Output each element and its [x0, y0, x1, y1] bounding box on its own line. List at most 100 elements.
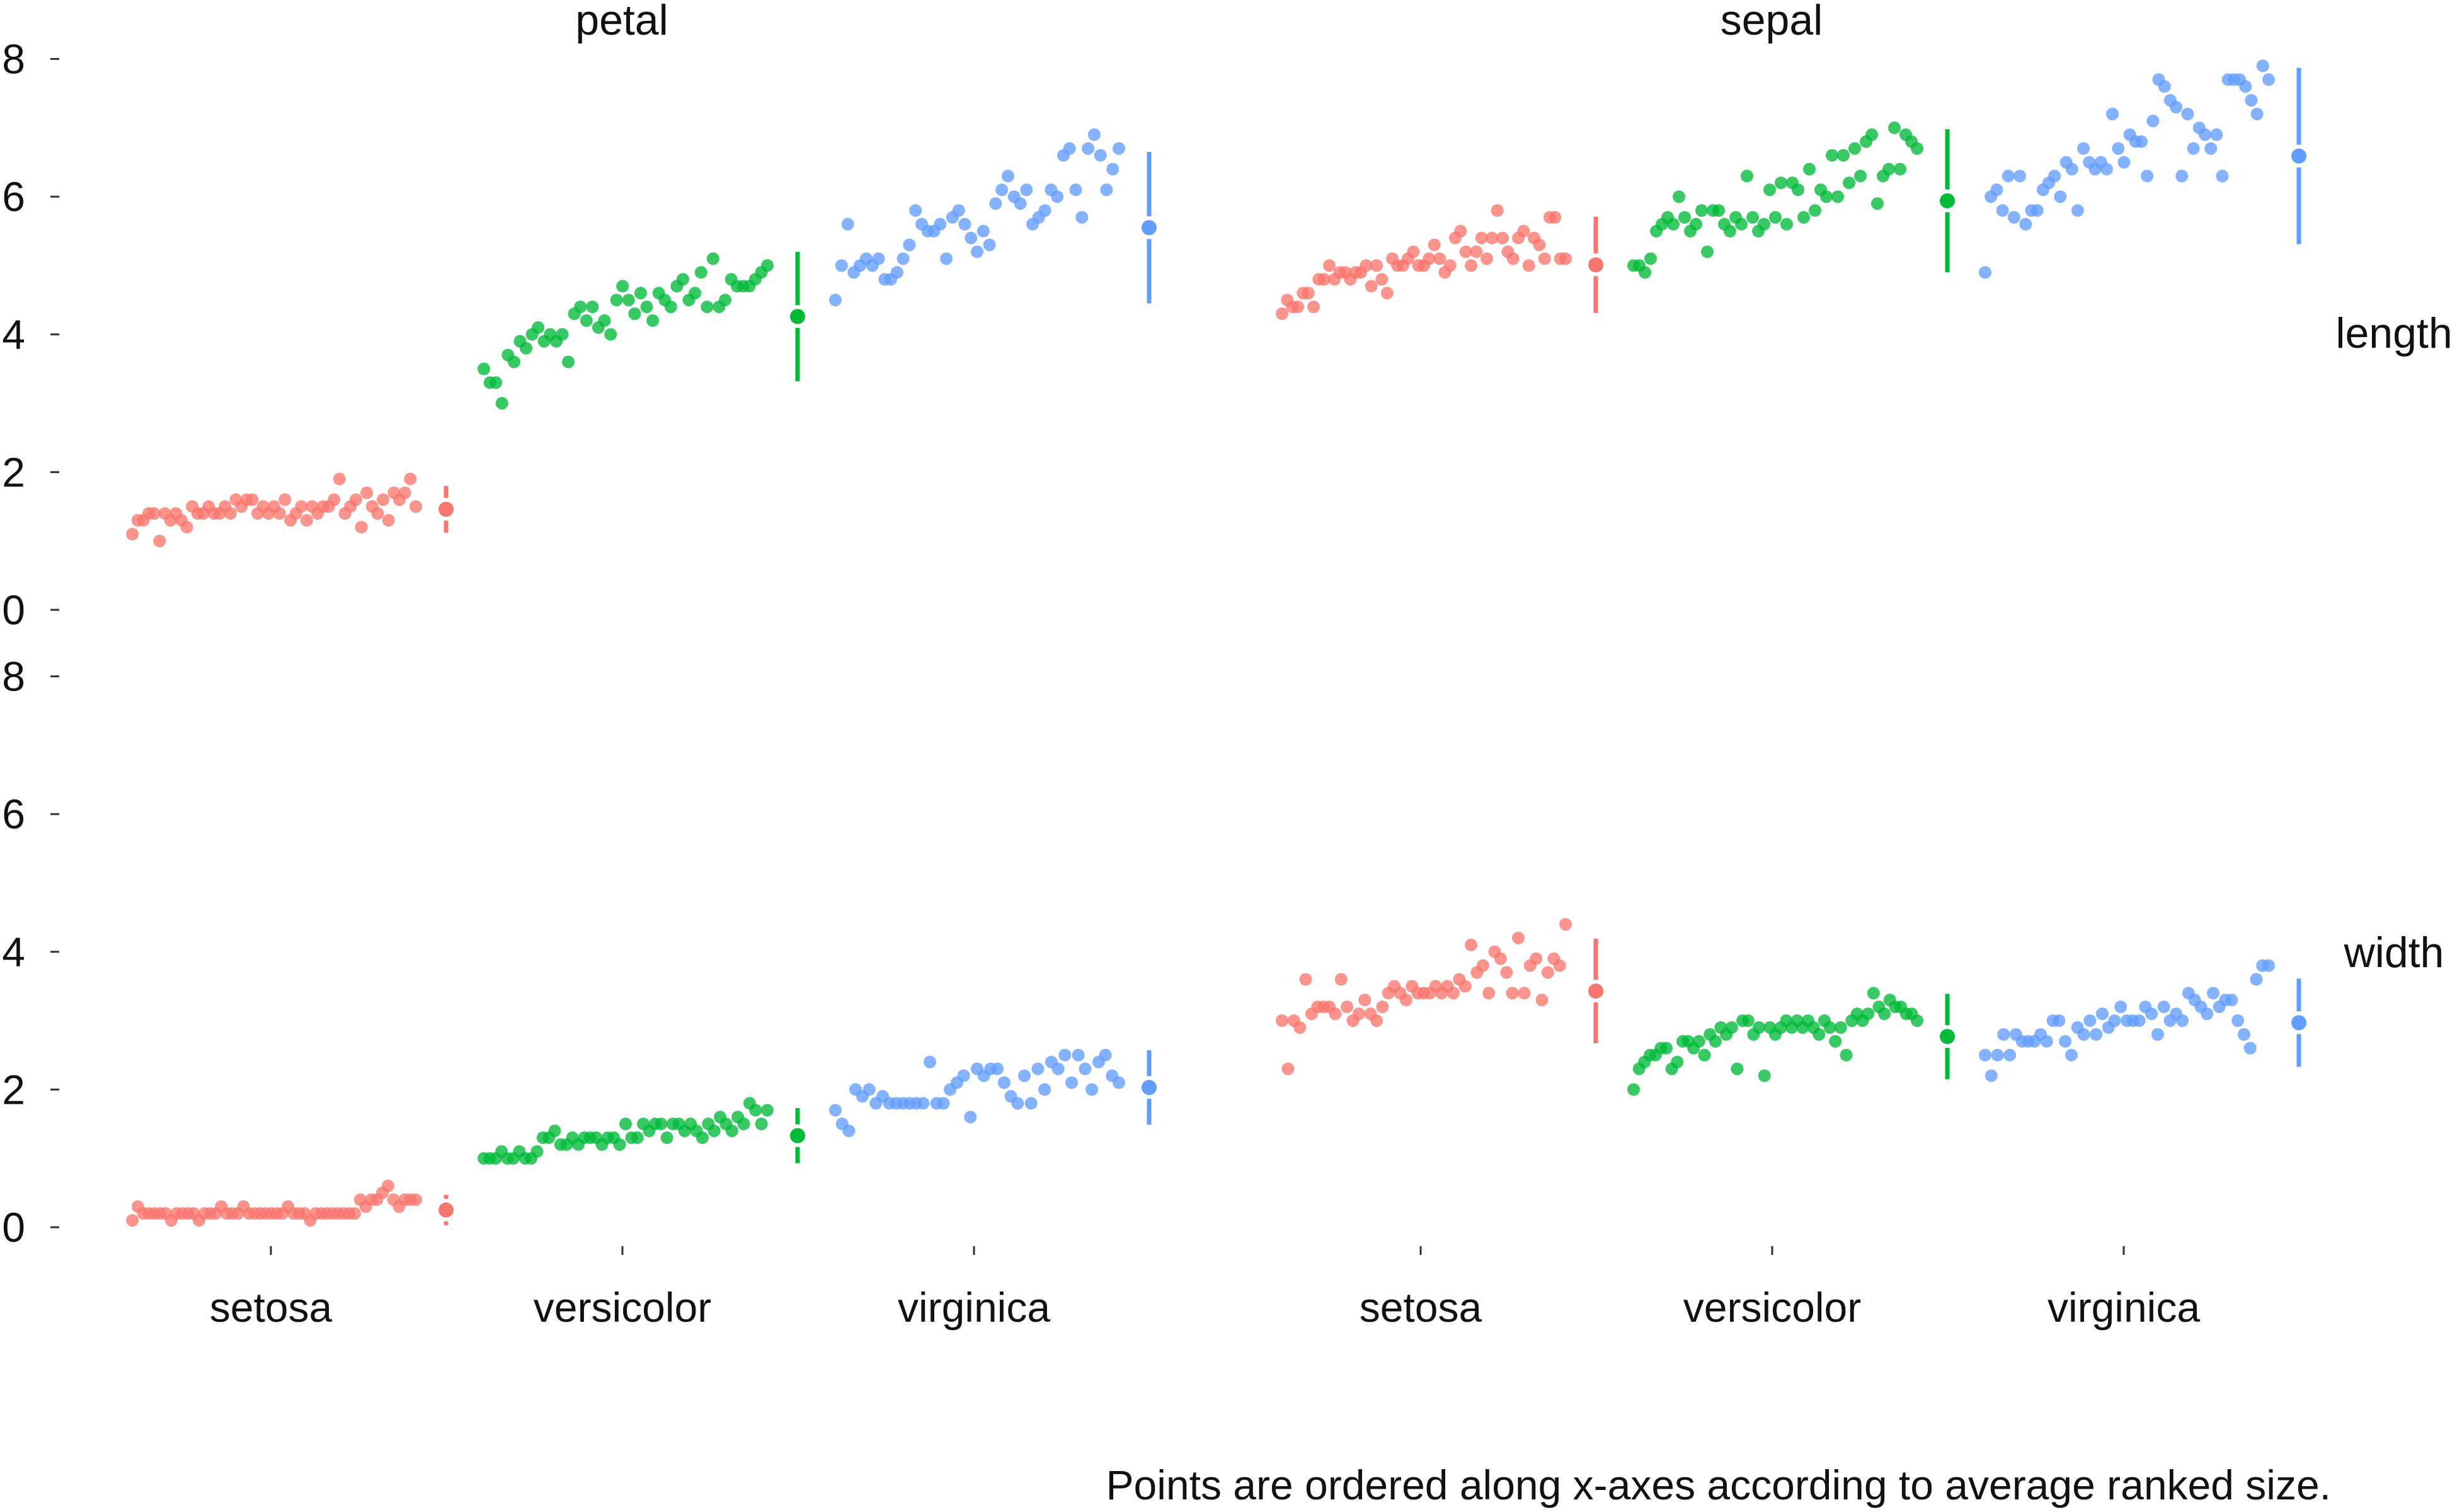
data-point [2002, 169, 2015, 183]
data-point [1991, 1048, 2004, 1062]
facet-row-label: width [2344, 929, 2444, 976]
data-point [842, 1125, 856, 1137]
data-point [2106, 108, 2119, 120]
data-point [1871, 197, 1884, 210]
y-tick-label: 8 [2, 653, 25, 700]
data-point [1813, 1028, 1826, 1041]
data-point [1281, 1062, 1295, 1075]
data-point [610, 294, 623, 307]
data-point [2210, 128, 2223, 141]
data-point [2145, 1007, 2158, 1021]
data-point [1888, 121, 1901, 134]
data-point [1496, 231, 1509, 244]
data-point [2019, 217, 2032, 231]
mean-point [2291, 148, 2306, 164]
data-point [1984, 1069, 1998, 1082]
data-point [1541, 966, 1554, 979]
data-point [2135, 135, 2148, 148]
data-point [2054, 190, 2067, 203]
data-point [1517, 224, 1530, 238]
data-point [333, 472, 346, 486]
data-point [520, 341, 532, 355]
data-point [1100, 183, 1113, 197]
series-setosa [1276, 204, 1603, 320]
data-point [622, 294, 635, 307]
data-point [862, 1083, 876, 1096]
data-point [1709, 1034, 1722, 1048]
data-point [965, 231, 978, 244]
data-point [1276, 1014, 1288, 1028]
data-point [1803, 163, 1816, 176]
y-tick-label: 0 [2, 587, 25, 633]
data-point [507, 355, 520, 369]
data-point [2239, 80, 2252, 93]
data-point [1843, 176, 1855, 190]
x-axes: setosa versicolor virginica setosa versicolo… [210, 1246, 2200, 1331]
data-point [1465, 259, 1477, 272]
data-point [2083, 1014, 2097, 1028]
facet-column-label: sepal [1721, 0, 1823, 44]
data-point [2204, 142, 2218, 155]
data-point [295, 500, 308, 513]
mean-point [438, 1202, 454, 1218]
data-point [1087, 128, 1101, 141]
data-point [398, 486, 411, 500]
data-point [1352, 1007, 1365, 1021]
data-point [1014, 197, 1027, 210]
data-point [1894, 163, 1906, 176]
data-point [360, 486, 374, 500]
data-point [2141, 169, 2154, 183]
data-point [598, 314, 611, 327]
data-point [1549, 211, 1562, 224]
mean-point [438, 501, 454, 517]
data-point [1058, 1048, 1072, 1062]
series-versicolor [1627, 121, 1955, 279]
data-point [1079, 1062, 1092, 1075]
data-point [1997, 1028, 2010, 1041]
data-point [1840, 1048, 1853, 1062]
data-point [2090, 1028, 2103, 1041]
data-point [1533, 238, 1546, 251]
data-point [1695, 204, 1708, 217]
data-point [958, 217, 971, 231]
data-point [404, 472, 417, 486]
data-point [1299, 973, 1312, 986]
data-point [2117, 156, 2131, 169]
data-point [1399, 994, 1412, 1007]
data-point [1486, 231, 1499, 244]
data-point [719, 294, 731, 307]
data-point [1911, 142, 1923, 155]
data-point [749, 1104, 762, 1117]
data-point [829, 294, 842, 307]
data-point [677, 273, 689, 286]
data-point [1659, 1041, 1673, 1055]
data-point [2100, 163, 2113, 176]
data-point [604, 328, 617, 341]
data-point [896, 252, 910, 265]
data-point [983, 238, 996, 251]
x-tick-label: setosa [210, 1284, 333, 1331]
data-point [1370, 1014, 1383, 1028]
data-point [1072, 1048, 1085, 1062]
data-point [1482, 987, 1496, 1000]
data-point [586, 301, 599, 314]
data-point [1559, 918, 1572, 931]
data-point [1082, 142, 1095, 155]
mean-point [1142, 220, 1157, 236]
data-point [1865, 128, 1878, 141]
mean-point [790, 1128, 805, 1143]
data-point [903, 238, 916, 251]
x-tick-label: versicolor [1683, 1284, 1861, 1331]
data-point [2146, 115, 2160, 127]
data-point [1990, 183, 2003, 197]
data-point [634, 287, 647, 300]
data-point [1065, 1076, 1078, 1089]
data-point [224, 507, 237, 520]
facet-column-label: petal [575, 0, 668, 44]
y-tick-label: 2 [2, 1066, 25, 1113]
data-point [964, 1111, 977, 1124]
data-point [1075, 211, 1089, 224]
mean-point [2291, 1015, 2306, 1031]
data-point [2040, 1034, 2053, 1048]
